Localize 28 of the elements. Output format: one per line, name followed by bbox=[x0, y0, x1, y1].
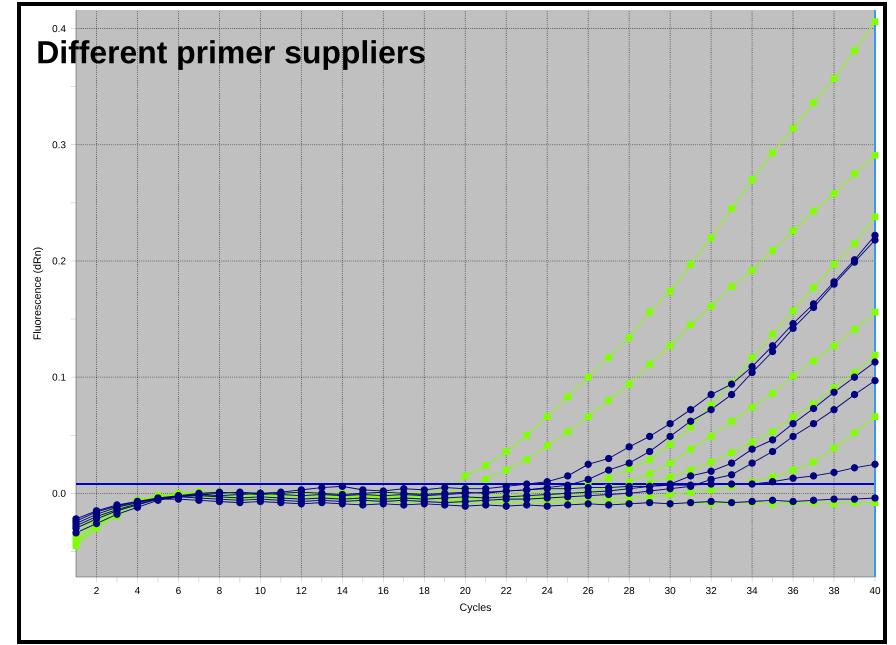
y-tick-label: 0.3 bbox=[52, 141, 66, 148]
x-tick-label: 38 bbox=[828, 587, 840, 594]
x-tick-label: 28 bbox=[624, 587, 634, 594]
y-tick-label: 0.2 bbox=[52, 257, 66, 264]
x-tick-label: 8 bbox=[217, 587, 222, 594]
x-tick-label: 40 bbox=[870, 587, 880, 594]
x-tick-label: 14 bbox=[338, 587, 348, 594]
x-tick-label: 34 bbox=[746, 587, 758, 594]
y-axis-title: Fluorescence (dRn) bbox=[33, 248, 44, 340]
x-tick-label: 36 bbox=[788, 587, 798, 594]
text: Different primer suppliers bbox=[38, 40, 425, 70]
x-tick-label: 4 bbox=[134, 587, 140, 594]
x-tick-label: 12 bbox=[296, 587, 306, 594]
x-tick-label: 30 bbox=[664, 587, 676, 594]
x-tick-label: 2 bbox=[94, 587, 99, 594]
y-tick-label: 0.4 bbox=[52, 25, 66, 32]
x-tick-label: 16 bbox=[378, 587, 388, 594]
x-tick-label: 18 bbox=[419, 587, 430, 594]
x-tick-label: 24 bbox=[542, 587, 552, 594]
x-axis-title: Cycles bbox=[460, 603, 492, 614]
y-tick-label: 0.0 bbox=[52, 490, 66, 497]
x-tick-label: 10 bbox=[256, 587, 266, 594]
x-tick-label: 6 bbox=[176, 587, 181, 594]
x-tick-label: 26 bbox=[583, 587, 594, 594]
x-tick-label: 20 bbox=[460, 587, 470, 594]
x-tick-label: 32 bbox=[706, 587, 716, 594]
x-tick-label: 22 bbox=[501, 587, 512, 594]
y-tick-label: 0.1 bbox=[52, 374, 66, 381]
